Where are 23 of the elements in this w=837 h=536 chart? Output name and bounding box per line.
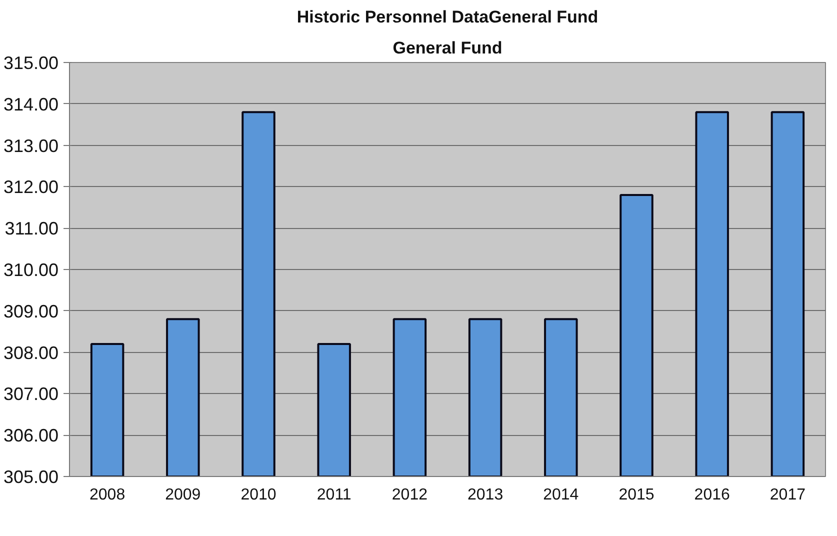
- y-tick-label: 309.00: [3, 301, 59, 322]
- x-tick-label: 2008: [90, 486, 126, 504]
- y-tick-label: 310.00: [3, 260, 59, 280]
- y-tick-label: 312.00: [3, 177, 59, 198]
- x-tick-label: 2012: [392, 486, 428, 504]
- x-tick-label: 2017: [770, 486, 806, 504]
- x-tick-label: 2013: [468, 486, 504, 504]
- y-tick-label: 306.00: [3, 426, 59, 446]
- x-tick-label: 2010: [240, 486, 276, 504]
- y-tick-label: 307.00: [3, 384, 59, 404]
- y-tick-label: 313.00: [3, 136, 59, 156]
- chart-subtitle: General Fund: [392, 38, 502, 58]
- x-tick-label: 2011: [316, 486, 352, 504]
- x-tick-label: 2014: [543, 486, 579, 504]
- x-tick-label: 2009: [165, 486, 201, 504]
- y-tick-label: 305.00: [3, 467, 59, 487]
- y-tick-label: 311.00: [4, 218, 58, 239]
- x-tick-label: 2015: [618, 486, 654, 504]
- y-tick-label: 315.00: [3, 53, 59, 73]
- y-tick-label: 308.00: [3, 342, 59, 363]
- y-tick-label: 314.00: [3, 94, 59, 114]
- x-tick-label: 2016: [694, 486, 730, 504]
- chart-title: Historic Personnel DataGeneral Fund: [296, 8, 598, 26]
